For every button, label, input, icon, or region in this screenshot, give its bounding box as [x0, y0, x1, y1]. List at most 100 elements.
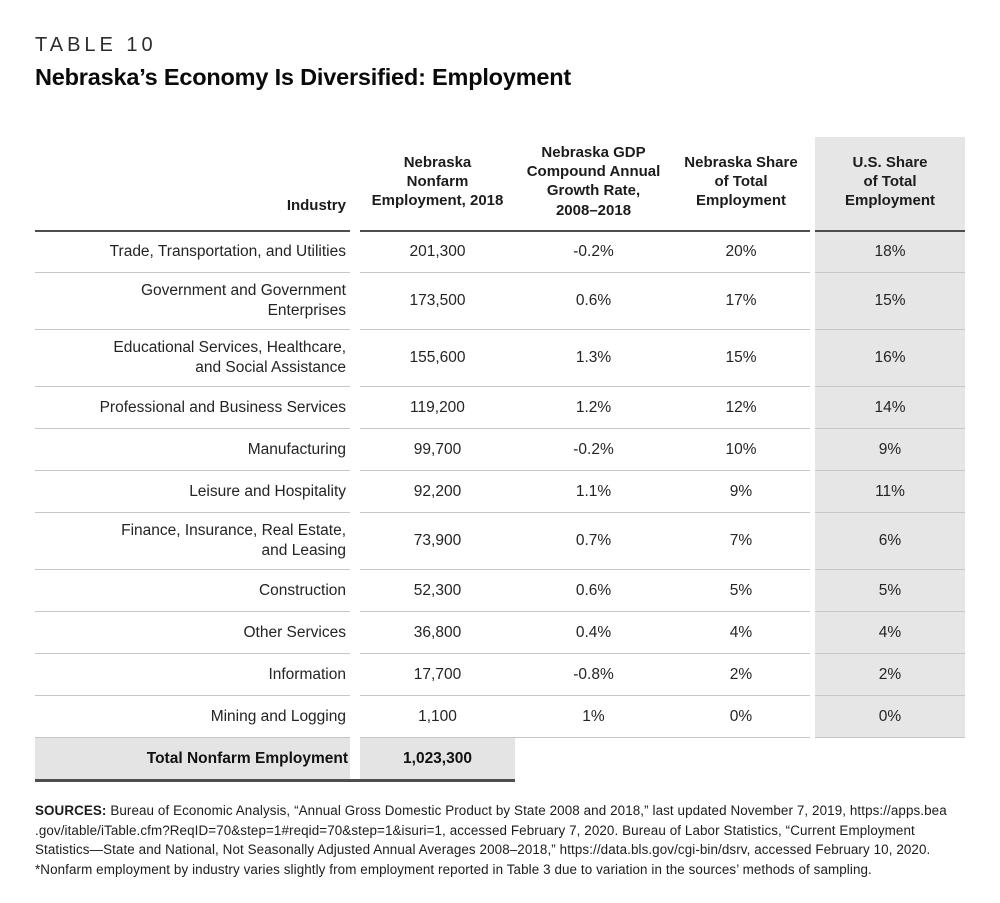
growth-cell: 0.4% — [515, 611, 672, 655]
column-header-gdp-growth: Nebraska GDP Compound Annual Growth Rate… — [515, 137, 672, 232]
column-header-industry: Industry — [35, 137, 350, 232]
column-header-us-share: U.S. Share of Total Employment — [815, 137, 965, 232]
growth-cell: 1.2% — [515, 386, 672, 430]
column-header-nebraska-share: Nebraska Share of Total Employment — [672, 137, 810, 232]
sources-line: Statistics—State and National, Not Seaso… — [35, 842, 931, 858]
industry-cell: Manufacturing — [35, 428, 350, 472]
table-row: Construction 52,300 0.6% 5% 5% — [35, 569, 965, 613]
footnote-line: *Nonfarm employment by industry varies s… — [35, 861, 872, 877]
nebraska-share-cell: 20% — [672, 230, 810, 274]
column-header-nonfarm-employment: Nebraska Nonfarm Employment, 2018 — [360, 137, 515, 232]
cell-spacer — [350, 513, 360, 570]
table-row: Professional and Business Services 119,2… — [35, 386, 965, 430]
employment-cell: 17,700 — [360, 653, 515, 697]
us-share-cell: 2% — [815, 653, 965, 697]
employment-table: Industry Nebraska Nonfarm Employment, 20… — [35, 137, 965, 783]
table-row: Information 17,700 -0.8% 2% 2% — [35, 653, 965, 697]
cell-spacer — [350, 231, 360, 273]
us-share-cell: 14% — [815, 386, 965, 430]
table-row: Educational Services, Healthcare, and So… — [35, 329, 965, 388]
empty-cell — [672, 738, 810, 781]
table-row: Other Services 36,800 0.4% 4% 4% — [35, 611, 965, 655]
table-row: Leisure and Hospitality 92,200 1.1% 9% 1… — [35, 470, 965, 514]
header-row: Industry Nebraska Nonfarm Employment, 20… — [35, 137, 965, 232]
nebraska-share-cell: 9% — [672, 470, 810, 514]
us-share-cell: 6% — [815, 512, 965, 571]
cell-spacer — [350, 654, 360, 696]
growth-cell: 0.6% — [515, 272, 672, 331]
table-row: Government and Government Enterprises 17… — [35, 272, 965, 331]
cell-spacer — [350, 696, 360, 738]
growth-cell: 0.7% — [515, 512, 672, 571]
page-title: Nebraska’s Economy Is Diversified: Emplo… — [35, 64, 572, 90]
table-body: Trade, Transportation, and Utilities 201… — [35, 230, 965, 783]
growth-cell: -0.8% — [515, 653, 672, 697]
sources-block: SOURCES: Bureau of Economic Analysis, “A… — [35, 801, 965, 879]
nebraska-share-cell: 17% — [672, 272, 810, 331]
industry-cell: Information — [35, 653, 350, 697]
empty-cell — [815, 738, 965, 781]
employment-cell: 99,700 — [360, 428, 515, 472]
industry-cell: Mining and Logging — [35, 695, 350, 739]
cell-spacer — [350, 429, 360, 471]
industry-cell: Finance, Insurance, Real Estate, and Lea… — [35, 512, 350, 571]
industry-cell: Other Services — [35, 611, 350, 655]
cell-spacer — [350, 737, 360, 783]
employment-cell: 73,900 — [360, 512, 515, 571]
sources-line: .gov/itable/iTable.cfm?ReqID=70&step=1#r… — [35, 822, 915, 838]
industry-cell: Leisure and Hospitality — [35, 470, 350, 514]
us-share-cell: 0% — [815, 695, 965, 739]
nebraska-share-cell: 10% — [672, 428, 810, 472]
table-row: Mining and Logging 1,100 1% 0% 0% — [35, 695, 965, 739]
employment-cell: 36,800 — [360, 611, 515, 655]
nebraska-share-cell: 5% — [672, 569, 810, 613]
us-share-cell: 9% — [815, 428, 965, 472]
industry-cell: Educational Services, Healthcare, and So… — [35, 329, 350, 388]
document-page: TABLE 10 Nebraska’s Economy Is Diversifi… — [35, 34, 965, 879]
employment-cell: 1,100 — [360, 695, 515, 739]
total-label: Total Nonfarm Employment — [35, 737, 350, 783]
sources-label: SOURCES: — [35, 803, 107, 819]
table-number-label: TABLE 10 — [35, 34, 157, 56]
us-share-cell: 16% — [815, 329, 965, 388]
cell-spacer — [350, 471, 360, 513]
industry-cell: Construction — [35, 569, 350, 613]
nebraska-share-cell: 2% — [672, 653, 810, 697]
nebraska-share-cell: 7% — [672, 512, 810, 571]
nebraska-share-cell: 4% — [672, 611, 810, 655]
industry-cell: Professional and Business Services — [35, 386, 350, 430]
sources-line: SOURCES: Bureau of Economic Analysis, “A… — [35, 801, 965, 821]
employment-cell: 173,500 — [360, 272, 515, 331]
total-row: Total Nonfarm Employment 1,023,300 — [35, 737, 965, 783]
sources-text: Bureau of Economic Analysis, “Annual Gro… — [110, 803, 947, 819]
employment-cell: 201,300 — [360, 230, 515, 274]
us-share-cell: 18% — [815, 230, 965, 274]
table-row: Trade, Transportation, and Utilities 201… — [35, 230, 965, 274]
empty-cell — [515, 738, 672, 781]
us-share-cell: 15% — [815, 272, 965, 331]
employment-cell: 155,600 — [360, 329, 515, 388]
growth-cell: -0.2% — [515, 230, 672, 274]
growth-cell: 1.3% — [515, 329, 672, 388]
column-spacer — [350, 137, 360, 231]
cell-spacer — [350, 387, 360, 429]
cell-spacer — [350, 612, 360, 654]
table-row: Finance, Insurance, Real Estate, and Lea… — [35, 512, 965, 571]
growth-cell: 1% — [515, 695, 672, 739]
nebraska-share-cell: 0% — [672, 695, 810, 739]
industry-cell: Government and Government Enterprises — [35, 272, 350, 331]
cell-spacer — [350, 330, 360, 387]
table-header: Industry Nebraska Nonfarm Employment, 20… — [35, 137, 965, 232]
us-share-cell: 5% — [815, 569, 965, 613]
employment-cell: 52,300 — [360, 569, 515, 613]
nebraska-share-cell: 15% — [672, 329, 810, 388]
growth-cell: 1.1% — [515, 470, 672, 514]
employment-cell: 92,200 — [360, 470, 515, 514]
growth-cell: -0.2% — [515, 428, 672, 472]
total-value: 1,023,300 — [360, 737, 515, 783]
employment-cell: 119,200 — [360, 386, 515, 430]
nebraska-share-cell: 12% — [672, 386, 810, 430]
table-row: Manufacturing 99,700 -0.2% 10% 9% — [35, 428, 965, 472]
growth-cell: 0.6% — [515, 569, 672, 613]
us-share-cell: 11% — [815, 470, 965, 514]
